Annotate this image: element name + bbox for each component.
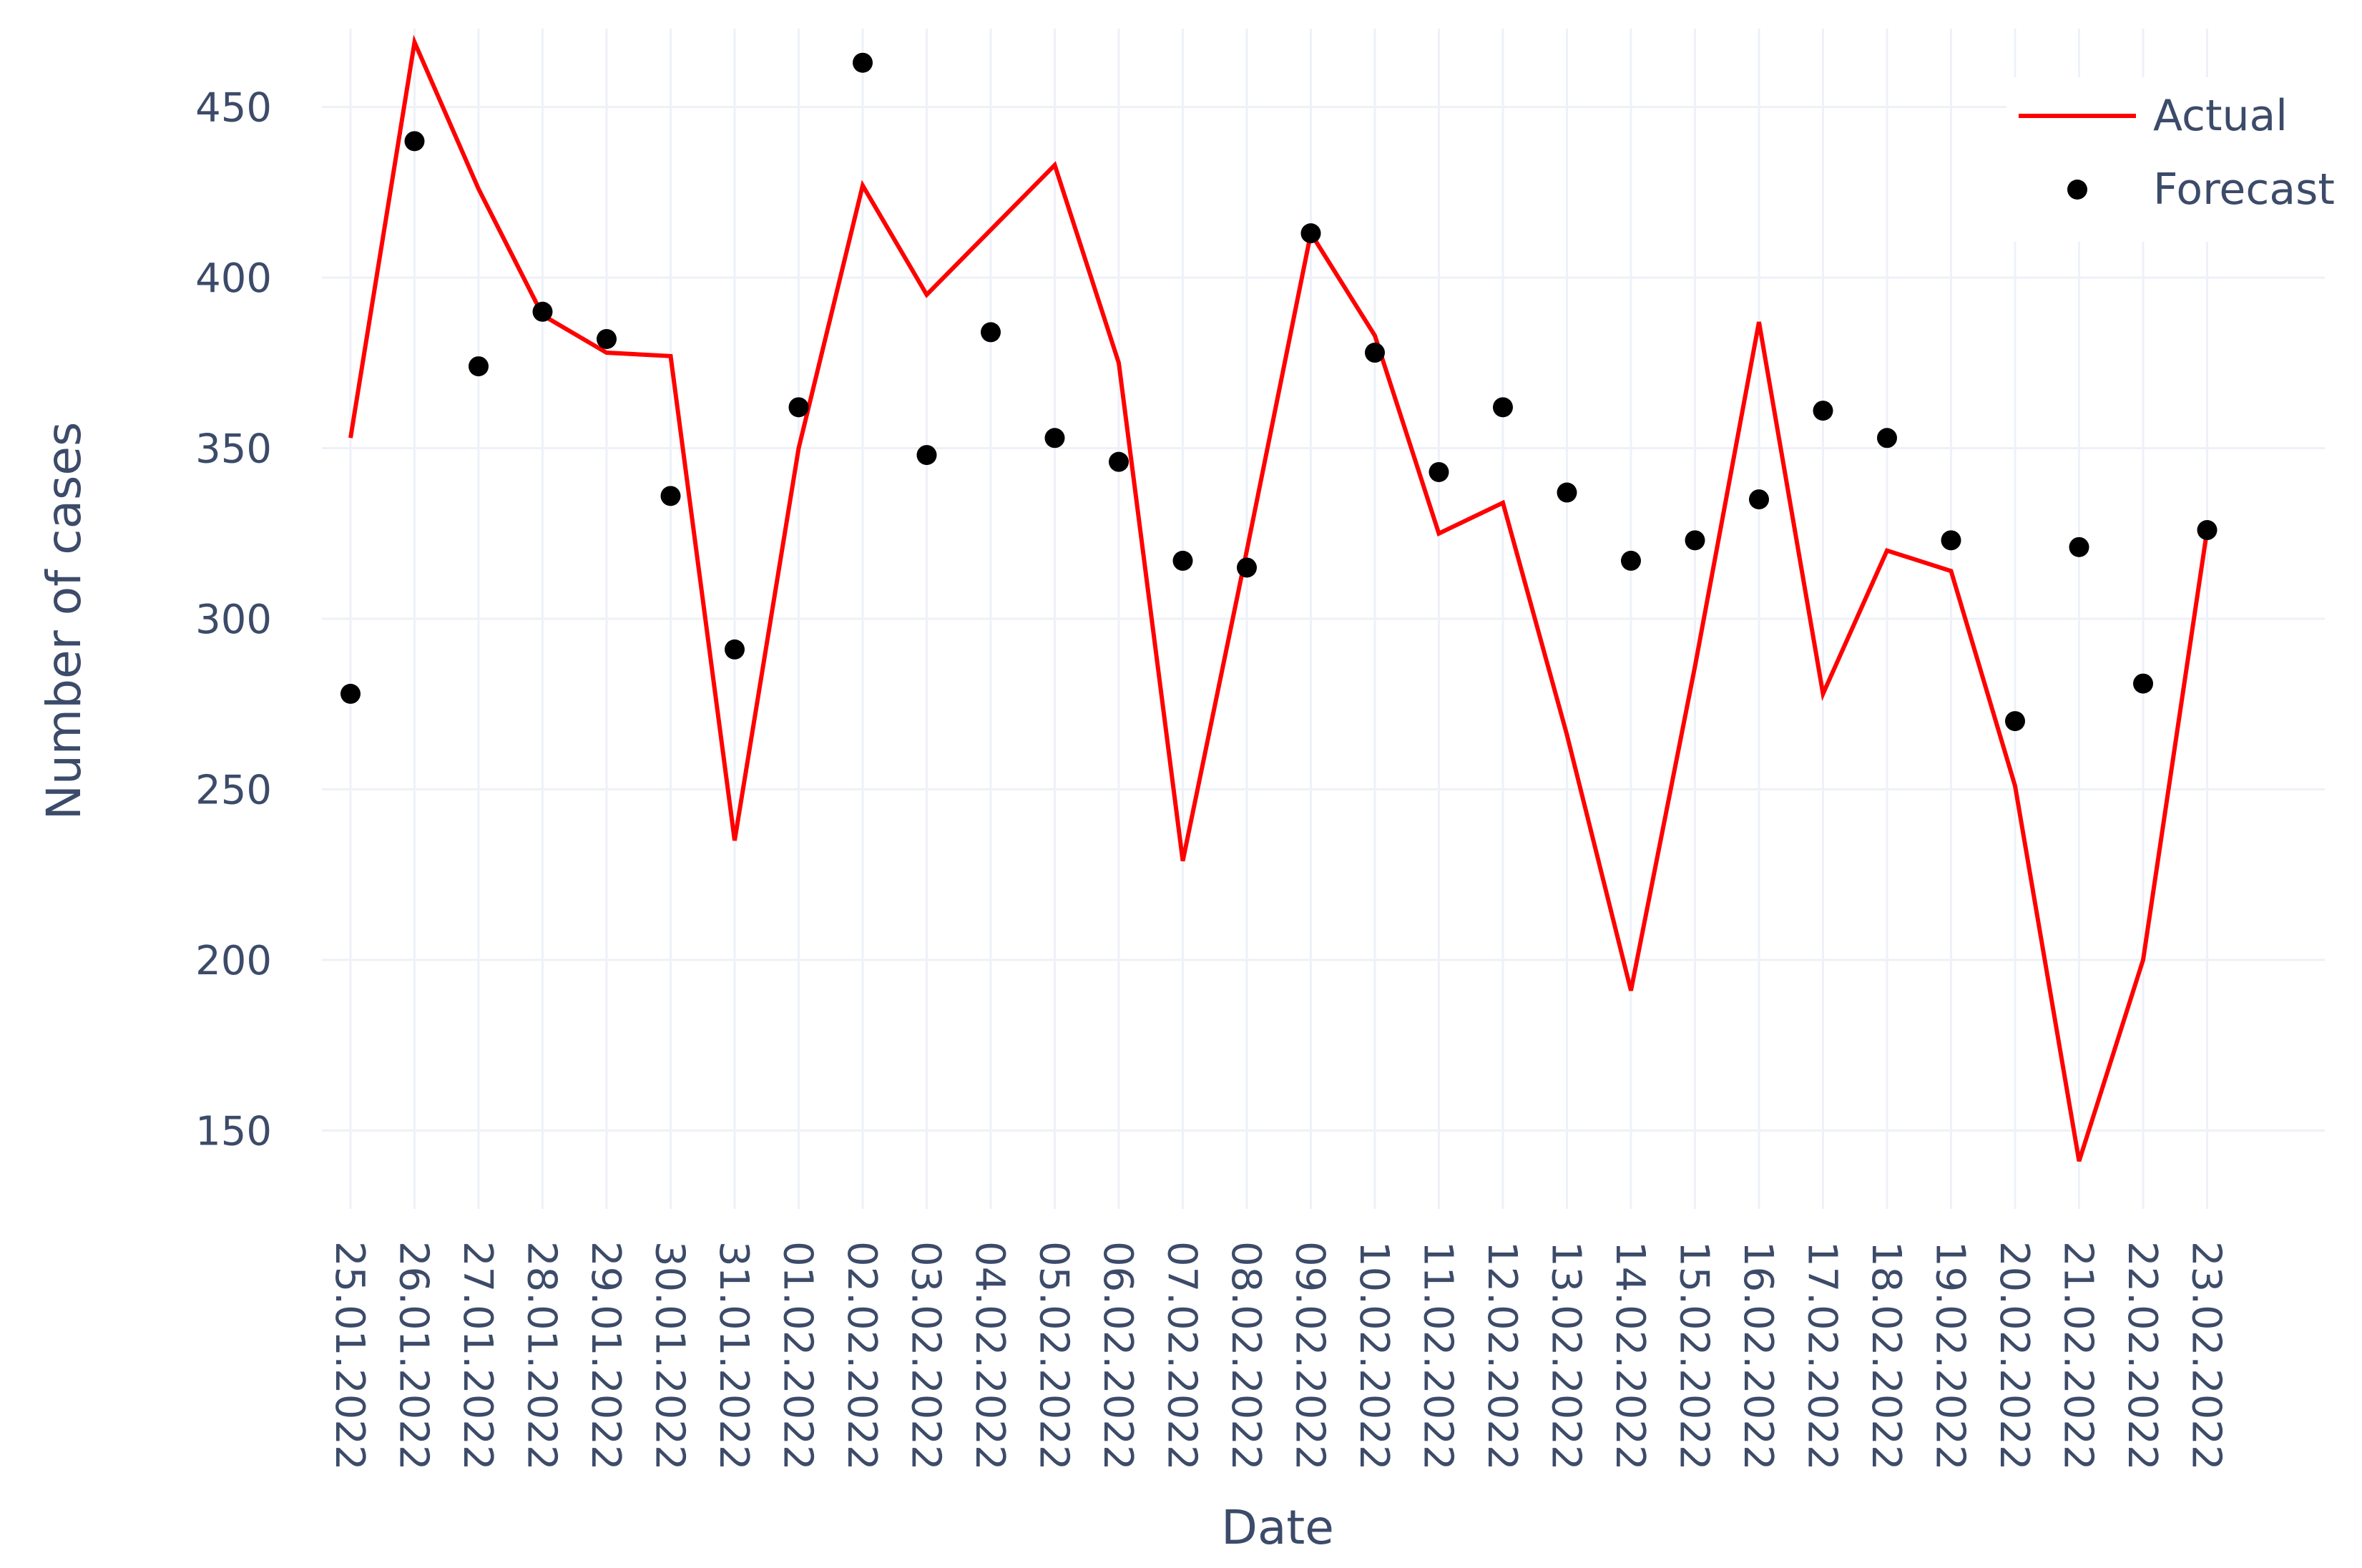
forecast-point [1172,550,1193,571]
forecast-point [1621,550,1641,571]
forecast-point [916,445,937,466]
forecast-point [725,639,745,660]
y-tick-label: 400 [195,255,272,302]
forecast-point [469,356,489,377]
actual-line [348,34,2210,1162]
forecast-point [532,301,553,322]
x-tick-label: 12.02.2022 [1479,1241,1525,1471]
actual-series [348,34,2210,1162]
forecast-point [1749,489,1769,510]
x-tick-label: 27.01.2022 [454,1241,501,1471]
x-tick-label: 17.02.2022 [1799,1241,1846,1471]
x-tick-label: 03.02.2022 [903,1241,949,1471]
x-axis-title: Date [1221,1500,1334,1555]
x-tick-label: 31.01.2022 [710,1241,757,1471]
forecast-point [1685,530,1705,551]
y-tick-label: 200 [195,938,272,984]
y-tick-label: 450 [195,85,272,132]
x-tick-label: 15.02.2022 [1671,1241,1717,1471]
x-tick-label: 08.02.2022 [1222,1241,1269,1471]
forecast-point [981,322,1001,343]
x-tick-labels: 25.01.2022 26.01.2022 27.01.2022 28.01.2022… [326,1241,2230,1471]
forecast-point [2133,673,2153,694]
x-tick-label: 01.02.2022 [775,1241,821,1471]
forecast-point [1813,401,1833,421]
x-tick-label: 11.02.2022 [1415,1241,1461,1471]
legend-forecast-marker [2067,180,2087,200]
x-tick-label: 25.01.2022 [326,1241,373,1471]
legend-actual-label: Actual [2153,91,2288,141]
x-tick-label: 14.02.2022 [1607,1241,1653,1471]
forecast-point [340,683,361,704]
x-tick-label: 05.02.2022 [1031,1241,1077,1471]
forecast-point [1365,343,1385,363]
legend: Actual Forecast [2006,77,2336,242]
x-tick-label: 18.02.2022 [1863,1241,1909,1471]
x-tick-label: 16.02.2022 [1735,1241,1781,1471]
forecast-point [1557,482,1577,503]
forecast-point [1237,557,1257,578]
x-tick-label: 10.02.2022 [1351,1241,1397,1471]
y-tick-label: 250 [195,767,272,813]
forecast-point [1109,451,1129,472]
forecast-point [788,397,809,418]
forecast-point [660,486,681,506]
x-tick-label: 06.02.2022 [1094,1241,1141,1471]
forecast-point [1941,530,1961,551]
x-tick-label: 28.01.2022 [519,1241,565,1471]
x-tick-label: 13.02.2022 [1543,1241,1589,1471]
forecast-point [597,328,617,349]
x-tick-label: 19.02.2022 [1927,1241,1974,1471]
y-tick-label: 300 [195,597,272,643]
y-tick-labels: 150 200 250 300 350 400 450 [195,85,272,1155]
x-tick-label: 26.01.2022 [391,1241,437,1471]
y-axis-title: Number of cases [36,422,92,820]
x-tick-label: 07.02.2022 [1159,1241,1205,1471]
forecast-point [853,52,873,73]
x-tick-label: 21.02.2022 [2055,1241,2102,1471]
x-tick-label: 29.01.2022 [582,1241,629,1471]
forecast-point [2069,536,2089,557]
y-tick-label: 150 [195,1108,272,1155]
y-tick-label: 350 [195,426,272,473]
forecast-point [1044,428,1065,449]
x-tick-label: 04.02.2022 [966,1241,1013,1471]
forecast-point [2005,711,2025,732]
forecast-point [1493,397,1513,418]
forecast-point [1877,428,1897,449]
y-gridlines [322,106,2325,1132]
x-tick-label: 02.02.2022 [838,1241,885,1471]
x-tick-label: 22.02.2022 [2119,1241,2165,1471]
forecast-point [1429,461,1449,482]
legend-forecast-label: Forecast [2153,165,2335,215]
forecast-point [1300,223,1321,244]
forecast-point [404,131,425,152]
x-tick-label: 20.02.2022 [1991,1241,2037,1471]
x-tick-label: 30.01.2022 [647,1241,693,1471]
forecast-point [2197,520,2218,541]
forecast-series [340,52,2218,732]
x-gridlines [349,29,2208,1209]
x-tick-label: 23.02.2022 [2183,1241,2230,1471]
x-tick-label: 09.02.2022 [1287,1241,1333,1471]
